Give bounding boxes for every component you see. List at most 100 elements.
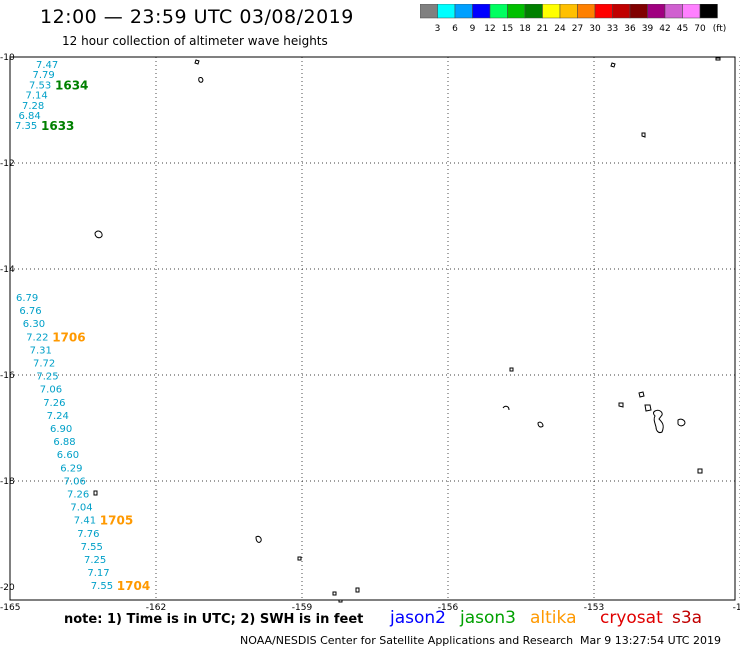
x-tick-label: -153 — [584, 603, 604, 613]
colorbar-label: 9 — [470, 24, 476, 34]
islands — [93, 57, 721, 603]
island-outline — [677, 418, 686, 427]
swh-value-label: 7.76 — [77, 529, 99, 540]
colorbar-label: 30 — [589, 24, 601, 34]
swh-value-label: 6.30 — [23, 319, 45, 330]
island-outline — [715, 57, 721, 61]
island-outline — [644, 404, 652, 412]
island-outline — [697, 468, 703, 474]
swh-value-label: 7.26 — [67, 490, 89, 501]
colorbar-label: 42 — [659, 24, 670, 34]
colorbar-legend: 3 6 9 12 15 18 21 24 27 30 33 36 39 42 45 70 (ft) — [420, 4, 727, 34]
swh-value-label: 7.22 — [26, 332, 48, 343]
y-tick-label: -14 — [0, 265, 15, 275]
map-frame — [9, 56, 736, 601]
swh-value-label: 6.90 — [50, 424, 72, 435]
swh-value-label: 7.28 — [22, 101, 44, 112]
colorbar-label: 21 — [537, 24, 548, 34]
island-outline — [618, 402, 624, 408]
swh-value-label: 7.25 — [36, 372, 58, 383]
colorbar-label: 45 — [677, 24, 688, 34]
pass-time-label: 1704 — [117, 579, 150, 593]
y-tick-label: -18 — [0, 477, 15, 487]
colorbar-label: 36 — [624, 24, 636, 34]
island-outline — [641, 132, 646, 138]
colorbar-swatch — [699, 4, 718, 19]
pass-time-label: 1634 — [55, 78, 88, 92]
swh-value-label: 6.29 — [60, 463, 82, 474]
x-tick-label: -159 — [292, 603, 313, 613]
footer-timestamp: Mar 9 13:27:54 UTC 2019 — [580, 634, 721, 647]
footer-note: note: 1) Time is in UTC; 2) SWH is in fe… — [64, 612, 364, 627]
swh-value-label: 7.31 — [30, 345, 52, 356]
swh-value-label: 6.76 — [19, 306, 41, 317]
swh-value-label: 7.24 — [47, 411, 69, 422]
swh-value-label: 7.35 — [15, 121, 37, 132]
island-outline — [198, 77, 204, 83]
x-tick-label: -162 — [146, 603, 166, 613]
colorbar-unit: (ft) — [713, 24, 727, 34]
island-outline — [509, 367, 514, 372]
swh-value-label: 7.41 — [74, 516, 96, 527]
legend-altika: altika — [530, 608, 577, 628]
island-outline — [502, 405, 510, 411]
colorbar-label: 70 — [694, 24, 706, 34]
swh-value-label: 6.84 — [19, 111, 41, 122]
swh-value-label: 7.47 — [36, 60, 58, 71]
axis-ticks: -165 -162 -159 -156 -153 -15 -10 -12 -14 -16 -18 -2… — [0, 53, 740, 613]
swh-value-label: 7.79 — [33, 70, 55, 81]
colorbar-label: 24 — [554, 24, 566, 34]
colorbar-label: 39 — [642, 24, 654, 34]
swh-value-label: 6.60 — [57, 450, 79, 461]
y-tick-label: -20 — [0, 583, 15, 593]
swh-value-label: 7.14 — [26, 91, 48, 102]
island-outline — [332, 591, 337, 596]
x-tick-label: -156 — [438, 603, 459, 613]
legend-s3a: s3a — [672, 608, 703, 628]
pass-time-label: 1705 — [100, 514, 133, 528]
colorbar-label: 33 — [607, 24, 618, 34]
y-tick-label: -16 — [0, 371, 15, 381]
colorbar-label: 12 — [484, 24, 495, 34]
colorbar-label: 15 — [502, 24, 513, 34]
swh-value-label: 7.72 — [33, 359, 55, 370]
map-subtitle: 12 hour collection of altimeter wave hei… — [62, 34, 328, 48]
island-outline — [338, 599, 343, 603]
x-tick-label: -15 — [733, 603, 740, 613]
swh-value-label: 7.06 — [40, 385, 62, 396]
swh-value-label: 7.04 — [70, 503, 92, 514]
island-outline — [255, 535, 262, 543]
island-outline — [537, 421, 544, 428]
colorbar-label: 3 — [435, 24, 441, 34]
swh-value-label: 7.55 — [81, 542, 103, 553]
swh-value-label: 7.55 — [91, 581, 113, 592]
y-tick-label: -10 — [0, 53, 15, 63]
pass-time-label: 1706 — [52, 330, 85, 344]
island-outline — [355, 587, 360, 593]
swh-value-label: 7.17 — [87, 568, 109, 579]
swh-value-label: 7.25 — [84, 555, 106, 566]
legend-cryosat: cryosat — [600, 608, 663, 628]
grid-lines — [10, 57, 740, 600]
island-outline — [194, 59, 200, 65]
legend-jason3: jason3 — [460, 608, 516, 628]
colorbar-label: 18 — [519, 24, 531, 34]
island-outline — [297, 556, 302, 561]
swh-value-label: 6.88 — [53, 437, 75, 448]
island-outline — [93, 490, 98, 496]
swh-value-label: 6.79 — [16, 293, 38, 304]
island-outline — [638, 391, 645, 398]
swh-value-label: 7.53 — [29, 80, 51, 91]
island-outline — [94, 230, 103, 239]
map-title: 12:00 — 23:59 UTC 03/08/2019 — [40, 6, 354, 28]
swh-value-label: 7.26 — [43, 398, 65, 409]
footer-credit: NOAA/NESDIS Center for Satellite Applica… — [240, 634, 574, 647]
colorbar-label: 6 — [452, 24, 458, 34]
colorbar-label: 27 — [572, 24, 583, 34]
island-outline — [610, 62, 616, 68]
x-tick-label: -165 — [0, 603, 20, 613]
pass-time-label: 1633 — [41, 119, 74, 133]
swh-value-label: 7.06 — [64, 476, 86, 487]
y-tick-label: -12 — [0, 159, 15, 169]
